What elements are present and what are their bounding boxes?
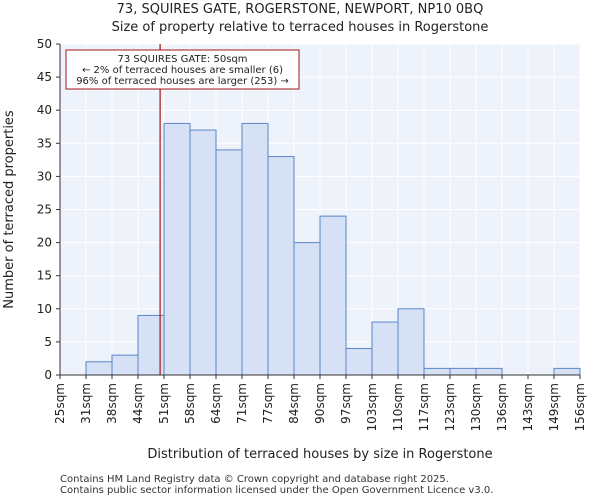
x-tick-label: 130sqm	[469, 383, 483, 431]
x-tick-label: 51sqm	[157, 383, 171, 424]
bar-31sqm	[85, 361, 113, 376]
x-tick-label: 123sqm	[443, 383, 457, 431]
x-tick-label: 149sqm	[547, 383, 561, 431]
x-tick-label: 44sqm	[131, 383, 145, 424]
annotation-line-2: ← 2% of terraced houses are smaller (6)	[82, 65, 283, 76]
annotation-line-1: 73 SQUIRES GATE: 50sqm	[118, 54, 248, 65]
y-tick-label: 0	[44, 368, 52, 382]
x-axis-ticks: 25sqm 31sqm 38sqm 44sqm 51sqm 58sqm 64sqm 71sqm…	[53, 375, 587, 431]
bar-123sqm	[449, 367, 477, 376]
bar-71sqm	[241, 122, 269, 376]
bar-90sqm	[319, 215, 347, 376]
chart-title-address: 73, SQUIRES GATE, ROGERSTONE, NEWPORT, N…	[116, 2, 484, 17]
x-tick-label: 71sqm	[235, 383, 249, 424]
bar-117sqm	[423, 367, 451, 376]
bar-51sqm	[163, 122, 191, 376]
x-tick-label: 103sqm	[365, 383, 379, 431]
x-tick-label: 58sqm	[183, 383, 197, 424]
x-tick-label: 84sqm	[287, 383, 301, 424]
bar-58sqm	[189, 129, 217, 376]
bar-110sqm	[397, 308, 425, 376]
x-tick-label: 156sqm	[573, 383, 587, 431]
annotation-line-3: 96% of terraced houses are larger (253) …	[76, 76, 289, 87]
x-tick-label: 143sqm	[521, 383, 535, 431]
x-tick-label: 38sqm	[105, 383, 119, 424]
x-tick-label: 64sqm	[209, 383, 223, 424]
bar-97sqm	[345, 348, 373, 376]
x-tick-label: 31sqm	[79, 383, 93, 424]
x-tick-label: 77sqm	[261, 383, 275, 424]
annotation-border	[65, 49, 300, 90]
x-tick-label: 97sqm	[339, 383, 353, 424]
footer-licence: Contains public sector information licen…	[60, 485, 494, 496]
bar-149sqm	[553, 367, 581, 376]
y-tick-label: 35	[37, 136, 52, 150]
chart-title: Size of property relative to terraced ho…	[111, 20, 489, 35]
annotation-box: 73 SQUIRES GATE: 50sqm ← 2% of terraced …	[65, 49, 300, 90]
bar-84sqm	[293, 242, 321, 376]
y-tick-label: 45	[37, 70, 52, 84]
bar-38sqm	[111, 354, 139, 376]
bar-103sqm	[371, 321, 399, 376]
footer-copyright: Contains HM Land Registry data © Crown c…	[60, 474, 449, 485]
y-axis-label: Number of terraced properties	[2, 110, 17, 309]
bar-64sqm	[215, 149, 243, 376]
y-tick-label: 20	[37, 236, 52, 250]
bar-77sqm	[267, 156, 295, 376]
x-axis-label: Distribution of terraced houses by size …	[147, 447, 492, 462]
bar-130sqm	[475, 367, 503, 376]
y-tick-label: 30	[37, 169, 52, 183]
x-tick-label: 136sqm	[495, 383, 509, 431]
x-tick-label: 110sqm	[391, 383, 405, 431]
y-tick-label: 10	[37, 302, 52, 316]
y-tick-label: 5	[44, 335, 52, 349]
y-tick-label: 50	[37, 37, 52, 51]
y-tick-label: 25	[37, 203, 52, 217]
y-tick-label: 40	[37, 103, 52, 117]
x-tick-label: 90sqm	[313, 383, 327, 424]
x-tick-label: 117sqm	[417, 383, 431, 431]
y-tick-label: 15	[37, 269, 52, 283]
x-tick-label: 25sqm	[53, 383, 67, 424]
y-axis-ticks: 0 5 10 15 20 25 30 35 40 45 50	[37, 37, 60, 382]
